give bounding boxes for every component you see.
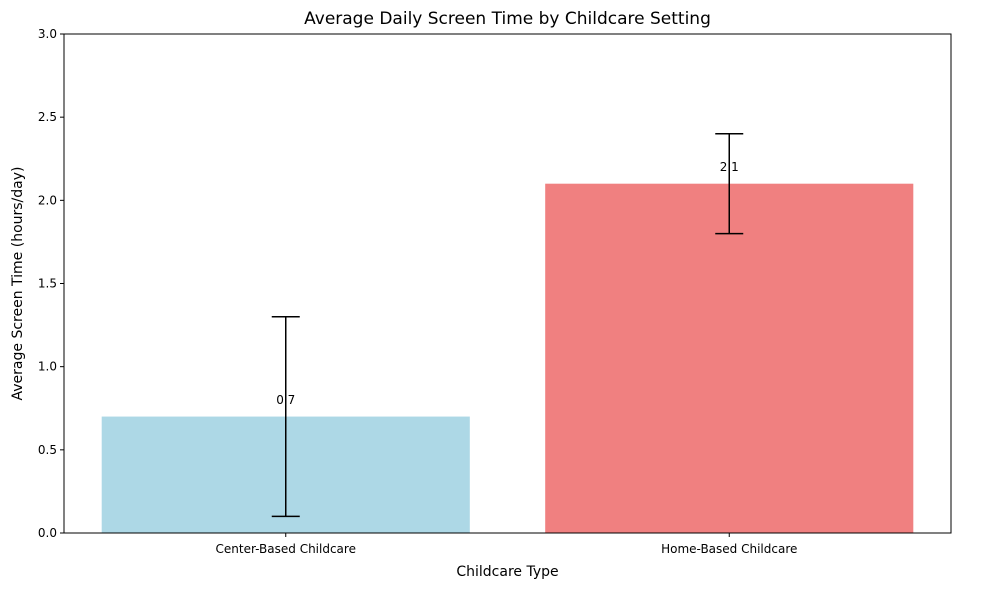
y-tick-label: 1.0: [38, 360, 57, 374]
x-tick-label: Home-Based Childcare: [661, 542, 797, 556]
x-axis: Center-Based Childcare Home-Based Childca…: [216, 533, 797, 556]
y-tick-label: 2.0: [38, 193, 57, 207]
error-bar: [271, 316, 300, 518]
y-tick-label: 2.5: [38, 110, 57, 124]
data-label: 0.7: [276, 393, 295, 407]
y-tick-label: 0.0: [38, 526, 57, 540]
y-tick-label: 0.5: [38, 443, 57, 457]
x-axis-label: Childcare Type: [456, 564, 558, 580]
chart-title: Average Daily Screen Time by Childcare S…: [304, 9, 711, 29]
x-tick-label: Center-Based Childcare: [216, 542, 356, 556]
y-axis: 0.0 0.5 1.0 1.5 2.0 2.5 3.0: [38, 27, 64, 540]
y-tick-label: 1.5: [38, 277, 57, 291]
error-bar: [715, 133, 744, 235]
bar: [545, 183, 914, 533]
y-tick-label: 3.0: [38, 27, 57, 41]
data-label: 2.1: [720, 160, 739, 174]
y-axis-label: Average Screen Time (hours/day): [10, 167, 26, 401]
